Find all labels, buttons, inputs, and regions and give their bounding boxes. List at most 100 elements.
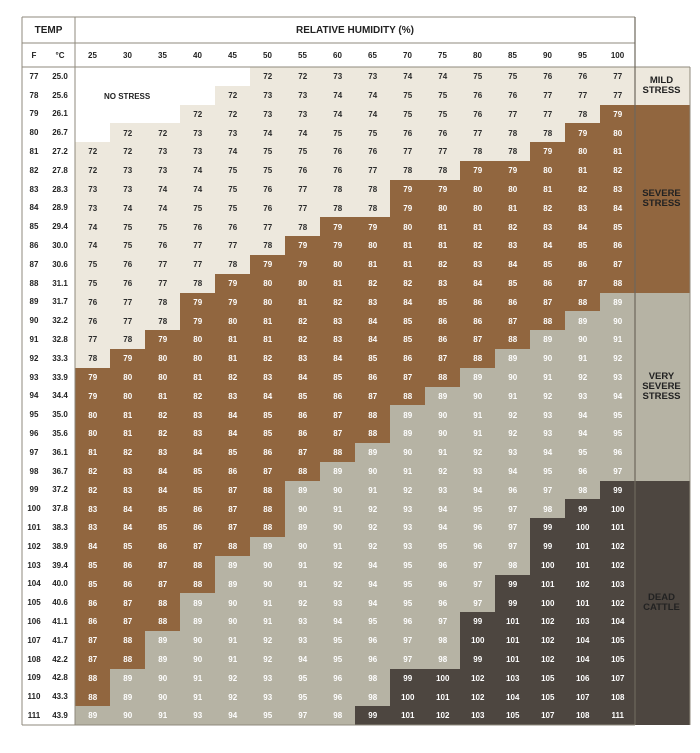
heatmap-cell: 74	[215, 142, 251, 162]
heatmap-cell: 84	[215, 424, 251, 444]
heatmap-cell: 88	[145, 612, 181, 632]
heatmap-cell: 79	[215, 292, 251, 312]
heatmap-cell: 91	[285, 555, 321, 576]
heatmap-cell: 78	[355, 198, 391, 218]
heatmap-cell: 91	[390, 461, 426, 482]
heatmap-cell: 96	[425, 574, 461, 594]
heatmap-cell: 100	[425, 668, 461, 688]
temp-f-label: 99	[29, 485, 39, 495]
temp-c-label: 32.2	[52, 316, 68, 326]
temp-f-label: 110	[27, 692, 41, 702]
heatmap-cell: 76	[110, 273, 146, 294]
temp-c-label: 41.1	[52, 617, 68, 627]
heatmap-cell: 87	[320, 424, 356, 444]
heatmap-cell: 86	[180, 518, 216, 538]
heatmap-cell: 73	[250, 85, 286, 106]
heatmap-cell: 87	[215, 499, 251, 519]
temp-c-label: 30.6	[52, 259, 68, 269]
heatmap-cell: 72	[75, 142, 111, 162]
heatmap-cell: 91	[320, 499, 356, 519]
heatmap-cell: 91	[215, 631, 251, 651]
heatmap-cell: 98	[565, 480, 601, 500]
heatmap-cell: 74	[355, 104, 391, 124]
heatmap-cell: 105	[530, 687, 566, 707]
temp-f-label: 86	[29, 241, 39, 251]
heatmap-cell: 73	[75, 198, 111, 218]
heatmap-cell: 88	[110, 649, 146, 670]
heatmap-cell: 81	[110, 405, 146, 425]
heatmap-cell: 88	[600, 273, 636, 294]
heatmap-cell: 79	[390, 198, 426, 218]
heatmap-cell: 77	[180, 255, 216, 275]
heatmap-cell: 88	[355, 405, 391, 425]
heatmap-cell: 107	[565, 687, 601, 707]
heatmap-cell: 81	[355, 255, 391, 275]
heatmap-cell: 75	[425, 104, 461, 124]
heatmap-cell: 86	[75, 593, 111, 613]
heatmap-cell: 94	[460, 480, 496, 500]
heatmap-cell: 104	[565, 649, 601, 670]
heatmap-cell: 79	[320, 236, 356, 256]
heatmap-cell: 105	[530, 668, 566, 688]
heatmap-cell: 72	[180, 104, 216, 124]
heatmap-cell: 95	[320, 631, 356, 651]
heatmap-cell: 75	[390, 104, 426, 124]
heatmap-cell: 95	[460, 499, 496, 519]
heatmap-cell: 92	[215, 668, 251, 688]
heatmap-cell: 88	[320, 443, 356, 463]
heatmap-cell: 101	[390, 706, 426, 726]
heatmap-cell: 75	[215, 179, 251, 200]
heatmap-cell: 87	[355, 386, 391, 406]
heatmap-cell: 86	[425, 311, 461, 331]
heatmap-cell: 79	[530, 142, 566, 162]
heatmap-cell: 100	[460, 631, 496, 651]
heatmap-cell: 89	[460, 367, 496, 388]
heatmap-cell: 84	[145, 480, 181, 500]
heatmap-cell: 77	[285, 198, 321, 218]
heatmap-cell: 81	[320, 273, 356, 294]
heatmap-cell: 90	[285, 537, 321, 557]
heatmap-cell: 75	[75, 255, 111, 275]
heatmap-cell: 97	[460, 574, 496, 594]
heatmap-cell: 85	[530, 255, 566, 275]
heatmap-cell: 82	[600, 161, 636, 181]
heatmap-cell: 89	[180, 612, 216, 632]
heatmap-cell: 83	[320, 330, 356, 350]
heatmap-cell: 73	[355, 67, 391, 87]
heatmap-cell: 76	[110, 255, 146, 275]
heatmap-cell: 80	[215, 311, 251, 331]
heatmap-cell: 78	[145, 311, 181, 331]
heatmap-cell: 98	[425, 649, 461, 670]
heatmap-cell: 102	[600, 593, 636, 613]
heatmap-cell: 88	[250, 480, 286, 500]
heatmap-cell: 78	[425, 161, 461, 181]
heatmap-cell: 97	[390, 649, 426, 670]
heatmap-cell: 95	[285, 687, 321, 707]
heatmap-cell: 96	[495, 480, 531, 500]
heatmap-cell: 82	[565, 179, 601, 200]
heatmap-cell: 79	[460, 161, 496, 181]
heatmap-cell: 73	[285, 104, 321, 124]
temp-c-label: 31.7	[52, 297, 68, 307]
heatmap-cell: 95	[250, 706, 286, 726]
heatmap-cell: 91	[565, 349, 601, 369]
heatmap-cell: 77	[425, 142, 461, 162]
heatmap-cell: 83	[180, 424, 216, 444]
heatmap-cell: 86	[600, 236, 636, 256]
heatmap-cell: 96	[355, 631, 391, 651]
heatmap-cell: 92	[460, 443, 496, 463]
heatmap-cell: 89	[110, 687, 146, 707]
zone-block	[633, 67, 690, 105]
heatmap-cell: 80	[110, 367, 146, 388]
heatmap-cell: 88	[110, 631, 146, 651]
temp-f-label: 97	[29, 447, 39, 457]
heatmap-cell: 84	[565, 217, 601, 237]
heatmap-cell: 79	[600, 104, 636, 124]
heatmap-cell: 102	[530, 612, 566, 632]
temp-f-label: 98	[29, 466, 39, 476]
heatmap-cell: 97	[495, 518, 531, 538]
heatmap-cell: 91	[460, 405, 496, 425]
heatmap-cell: 101	[565, 537, 601, 557]
heatmap-cell: 89	[215, 574, 251, 594]
heatmap-cell: 74	[110, 198, 146, 218]
